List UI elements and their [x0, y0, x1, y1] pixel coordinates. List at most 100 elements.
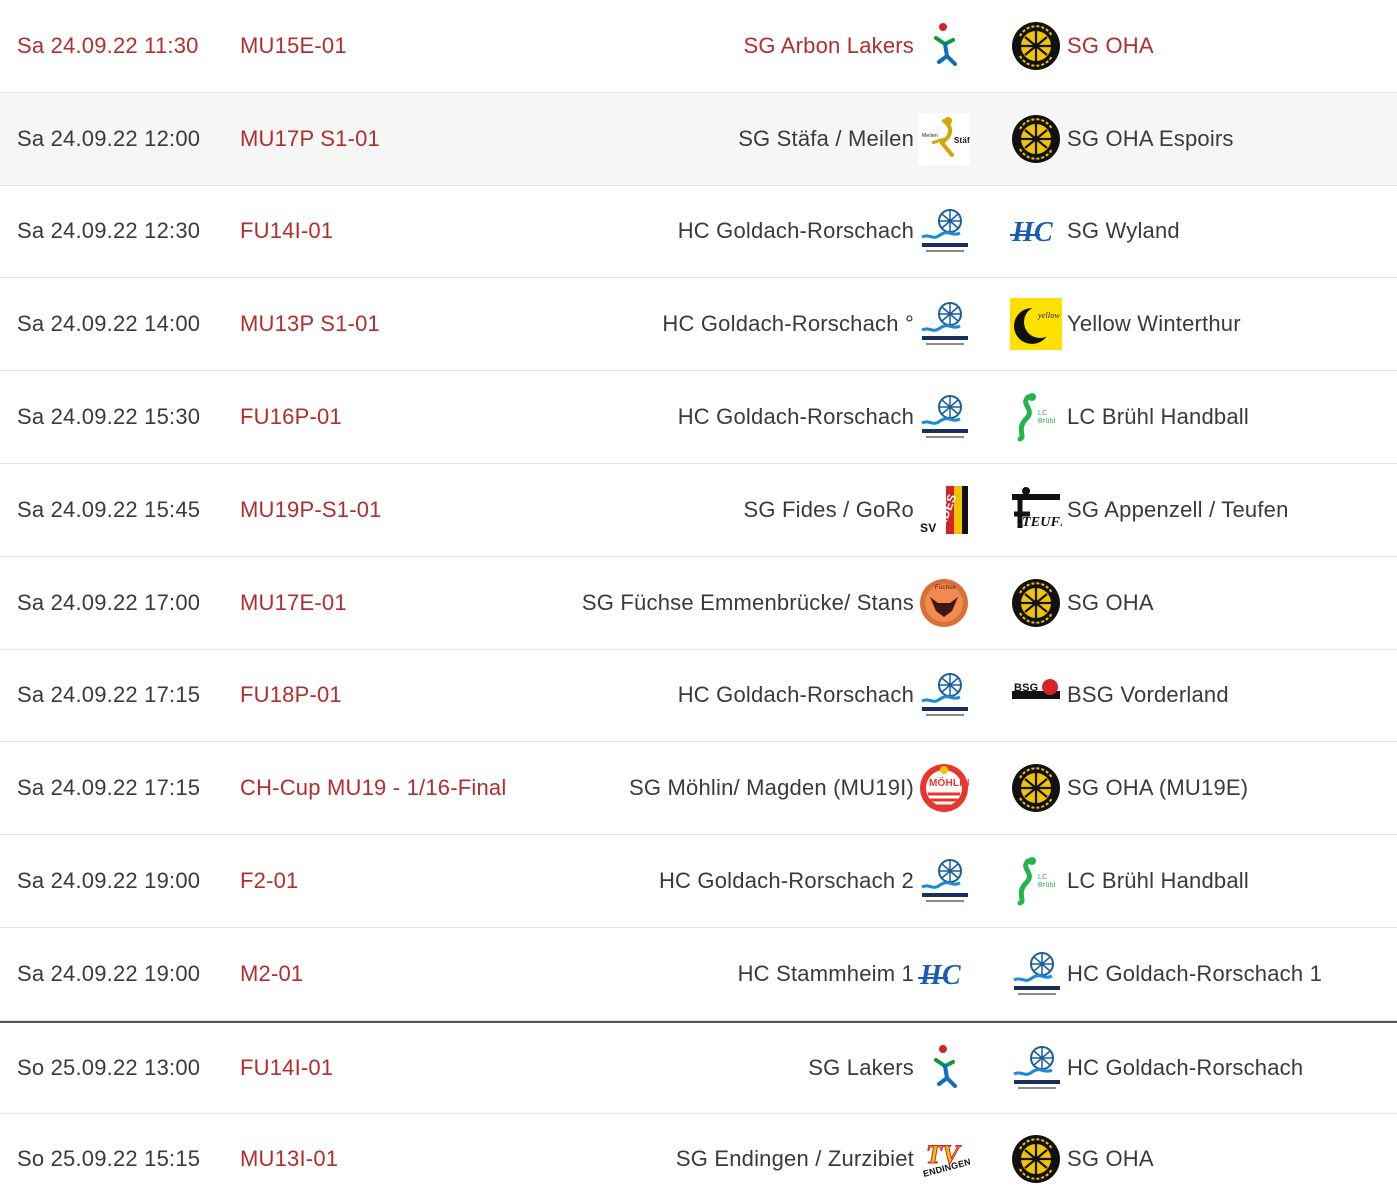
sg-oha-logo	[1010, 20, 1062, 72]
hc-goldach-rorschach-logo	[918, 205, 970, 257]
game-row[interactable]: Sa 24.09.22 12:30 FU14I-01 HC Goldach-Ro…	[0, 185, 1397, 279]
lc-bruehl-logo: LC Brühl	[1010, 391, 1062, 443]
svg-text:HC: HC	[1011, 217, 1053, 248]
svg-text:LC: LC	[1038, 410, 1047, 417]
game-row[interactable]: Sa 24.09.22 14:00 MU13P S1-01 HC Goldach…	[0, 278, 1397, 372]
game-row[interactable]: Sa 24.09.22 15:30 FU16P-01 HC Goldach-Ro…	[0, 371, 1397, 464]
svg-text:MÖHLIN: MÖHLIN	[929, 776, 970, 789]
svg-text:LC: LC	[1038, 874, 1047, 881]
game-row[interactable]: So 25.09.22 13:00 FU14I-01 SG Lakers HC …	[0, 1020, 1397, 1114]
home-team[interactable]: HC Goldach-Rorschach 2	[658, 868, 914, 894]
game-date: Sa 24.09.22 19:00	[17, 868, 201, 894]
away-team[interactable]: LC Brühl Handball	[1067, 868, 1249, 894]
league-link[interactable]: FU18P-01	[240, 682, 342, 708]
league-link[interactable]: MU17E-01	[240, 589, 347, 615]
game-date: Sa 24.09.22 15:30	[17, 404, 201, 430]
svg-text:Meilen: Meilen	[922, 133, 938, 139]
away-team[interactable]: SG OHA Espoirs	[1067, 125, 1234, 151]
game-row[interactable]: Sa 24.09.22 19:00 F2-01 HC Goldach-Rorsc…	[0, 835, 1397, 928]
league-link[interactable]: M2-01	[240, 960, 304, 986]
svg-text:SV: SV	[920, 521, 936, 535]
league-link[interactable]: FU14I-01	[240, 218, 334, 244]
home-team[interactable]: SG Möhlin/ Magden (MU19I)	[629, 775, 914, 801]
league-link[interactable]: MU19P-S1-01	[240, 496, 382, 522]
appenzell-teufen-logo: TEUFEN	[1010, 484, 1062, 536]
away-team[interactable]: BSG Vorderland	[1067, 682, 1229, 708]
tv-endingen-logo: TV ENDINGEN	[918, 1133, 970, 1185]
away-team[interactable]: LC Brühl Handball	[1067, 404, 1249, 430]
sg-oha-logo	[1010, 577, 1062, 629]
game-date: Sa 24.09.22 12:30	[17, 218, 201, 244]
away-team[interactable]: SG OHA	[1067, 1146, 1154, 1172]
hc-goldach-rorschach-logo	[918, 669, 970, 721]
home-team[interactable]: HC Goldach-Rorschach	[677, 218, 914, 244]
svg-text:HC: HC	[919, 960, 961, 991]
sg-lakers-logo	[918, 1042, 970, 1094]
league-link[interactable]: MU13P S1-01	[240, 311, 380, 337]
league-link[interactable]: MU17P S1-01	[240, 125, 380, 151]
away-team[interactable]: SG Appenzell / Teufen	[1067, 496, 1289, 522]
game-row[interactable]: Sa 24.09.22 11:30 MU15E-01 SG Arbon Lake…	[0, 0, 1397, 93]
league-link[interactable]: CH-Cup MU19 - 1/16-Final	[240, 775, 507, 801]
home-team[interactable]: HC Goldach-Rorschach	[677, 682, 914, 708]
svg-text:TEUFEN: TEUFEN	[1022, 515, 1062, 530]
hc-goldach-rorschach-logo	[918, 855, 970, 907]
away-team[interactable]: SG Wyland	[1067, 218, 1180, 244]
arbon-lakers-logo	[918, 20, 970, 72]
sg-oha-logo	[1010, 762, 1062, 814]
sv-fides-logo: SV FIDES	[918, 484, 970, 536]
svg-text:TV: TV	[926, 1140, 962, 1169]
svg-text:Brühl: Brühl	[1038, 882, 1056, 889]
game-date: Sa 24.09.22 19:00	[17, 960, 201, 986]
game-row[interactable]: Sa 24.09.22 17:00 MU17E-01 SG Füchse Emm…	[0, 556, 1397, 650]
league-link[interactable]: FU16P-01	[240, 404, 342, 430]
svg-text:yellow: yellow	[1037, 311, 1061, 320]
sg-wyland-logo: HC	[1010, 205, 1062, 257]
game-date: Sa 24.09.22 15:45	[17, 496, 201, 522]
away-team[interactable]: HC Goldach-Rorschach	[1067, 1054, 1304, 1080]
away-team[interactable]: HC Goldach-Rorschach 1	[1067, 960, 1323, 986]
game-row[interactable]: Sa 24.09.22 19:00 M2-01 HC Stammheim 1 H…	[0, 927, 1397, 1021]
game-date: Sa 24.09.22 17:15	[17, 682, 201, 708]
home-team[interactable]: SG Fides / GoRo	[743, 496, 914, 522]
game-date: Sa 24.09.22 11:30	[17, 32, 199, 58]
home-team[interactable]: SG Lakers	[808, 1054, 914, 1080]
league-link[interactable]: MU13I-01	[240, 1146, 339, 1172]
game-row[interactable]: Sa 24.09.22 17:15 FU18P-01 HC Goldach-Ro…	[0, 649, 1397, 743]
game-row[interactable]: So 25.09.22 15:15 MU13I-01 SG Endingen /…	[0, 1113, 1397, 1200]
home-team[interactable]: HC Stammheim 1	[737, 960, 914, 986]
home-team[interactable]: HC Goldach-Rorschach °	[662, 311, 914, 337]
hc-goldach-rorschach-logo	[1010, 948, 1062, 1000]
league-link[interactable]: FU14I-01	[240, 1054, 334, 1080]
league-link[interactable]: F2-01	[240, 868, 299, 894]
game-date: Sa 24.09.22 17:15	[17, 775, 201, 801]
game-row[interactable]: Sa 24.09.22 17:15 CH-Cup MU19 - 1/16-Fin…	[0, 742, 1397, 836]
home-team[interactable]: SG Endingen / Zurzibiet	[675, 1146, 914, 1172]
hc-stammheim-logo: HC	[918, 948, 970, 1000]
svg-text:BSG: BSG	[1014, 682, 1038, 694]
game-row[interactable]: Sa 24.09.22 12:00 MU17P S1-01 SG Stäfa /…	[0, 92, 1397, 186]
hc-goldach-rorschach-logo	[918, 391, 970, 443]
fuechse-emmenbruecke-logo: Füchse	[918, 577, 970, 629]
home-team[interactable]: SG Stäfa / Meilen	[738, 125, 914, 151]
moehlin-logo: MÖHLIN	[918, 762, 970, 814]
yellow-winterthur-logo: yellow	[1010, 298, 1062, 351]
svg-text:Füchse: Füchse	[935, 585, 956, 591]
home-team[interactable]: HC Goldach-Rorschach	[677, 404, 914, 430]
bsg-vorderland-logo: BSG	[1010, 669, 1062, 721]
staefa-meilen-logo: Stäfa Meilen	[918, 112, 970, 165]
svg-text:Stäfa: Stäfa	[954, 136, 970, 145]
away-team[interactable]: SG OHA	[1067, 589, 1154, 615]
home-team[interactable]: SG Arbon Lakers	[743, 32, 914, 58]
game-row[interactable]: Sa 24.09.22 15:45 MU19P-S1-01 SG Fides /…	[0, 463, 1397, 557]
league-link[interactable]: MU15E-01	[240, 32, 347, 58]
game-date: Sa 24.09.22 12:00	[17, 125, 201, 151]
game-date: So 25.09.22 15:15	[17, 1146, 201, 1172]
game-date: Sa 24.09.22 14:00	[17, 311, 201, 337]
lc-bruehl-logo: LC Brühl	[1010, 855, 1062, 907]
home-team[interactable]: SG Füchse Emmenbrücke/ Stans	[581, 589, 914, 615]
away-team[interactable]: SG OHA (MU19E)	[1067, 775, 1249, 801]
away-team[interactable]: Yellow Winterthur	[1067, 311, 1241, 337]
away-team[interactable]: SG OHA	[1067, 32, 1154, 58]
game-date: So 25.09.22 13:00	[17, 1054, 201, 1080]
